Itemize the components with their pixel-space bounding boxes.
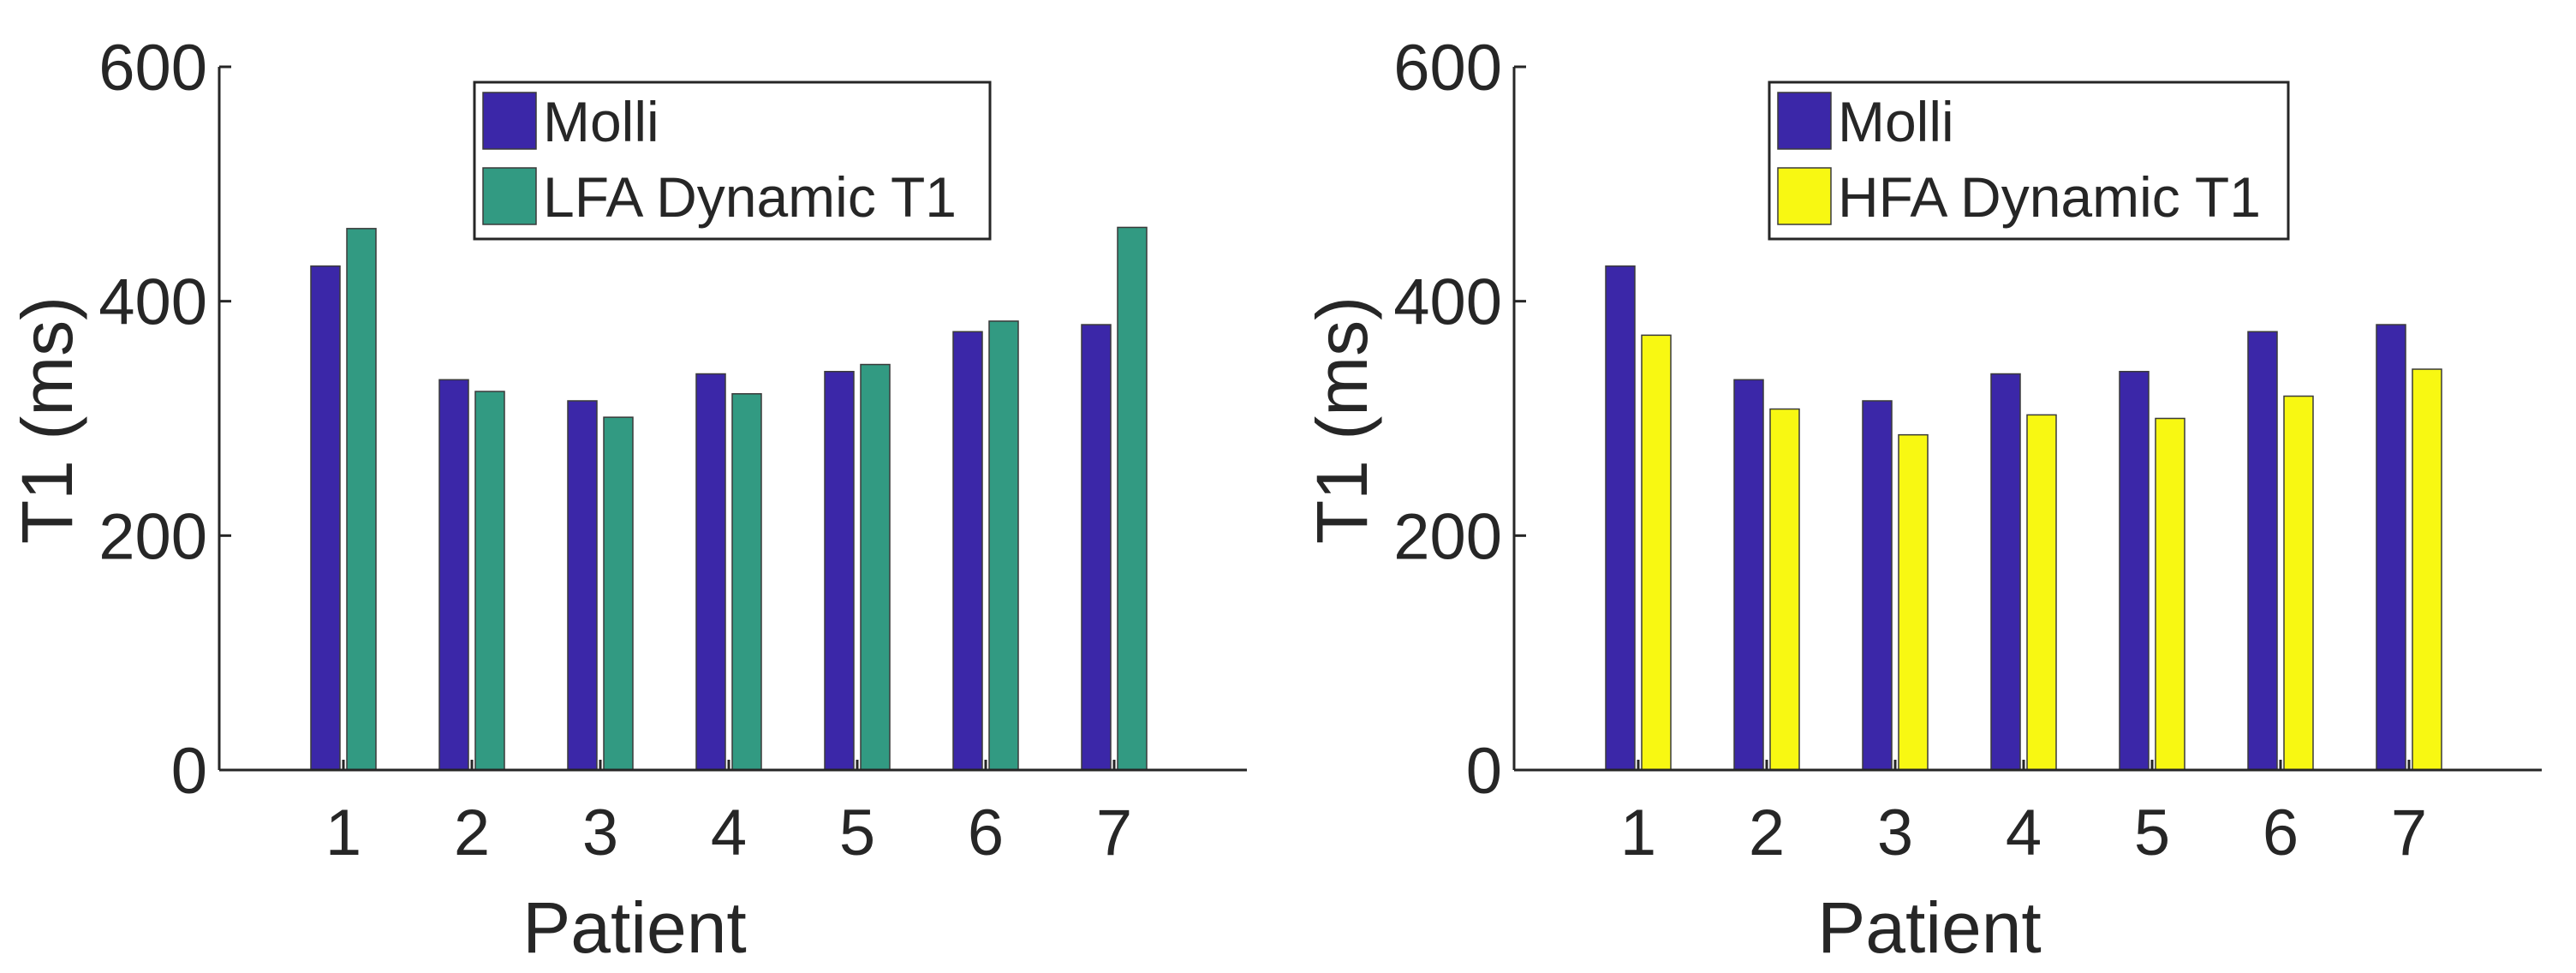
bar-lfa-dynamic-t1-patient-6 (988, 320, 1019, 771)
x-tick-label: 3 (582, 797, 618, 869)
x-tick-label: 6 (2263, 797, 2299, 869)
bar-molli-patient-5 (824, 371, 855, 771)
x-tick-label: 3 (1877, 797, 1913, 869)
x-tick-label: 2 (1749, 797, 1785, 869)
y-tick-label: 0 (1466, 735, 1502, 808)
legend-swatch-molli (1777, 92, 1832, 150)
legend-swatch-lfa-dynamic-t1 (482, 167, 537, 225)
x-tick-label: 5 (2134, 797, 2170, 869)
bar-molli-patient-4 (1990, 373, 2021, 771)
legend-box (1768, 81, 2290, 241)
bar-hfa-dynamic-t1-patient-2 (1769, 408, 1800, 771)
x-tick-label: 7 (1096, 797, 1132, 869)
bar-lfa-dynamic-t1-patient-4 (731, 393, 762, 771)
chart-hfa-comparison: 0 200 400 600 1 2 3 4 5 6 7 Patient T1 (ms) Molli HFA … (1302, 32, 2542, 968)
y-axis-label: T1 (ms) (7, 296, 87, 544)
bar-hfa-dynamic-t1-patient-5 (2155, 417, 2185, 771)
y-tick-label: 400 (98, 266, 207, 339)
legend-label-lfa-dynamic-t1: LFA Dynamic T1 (543, 165, 957, 229)
bar-lfa-dynamic-t1-patient-3 (603, 416, 634, 771)
x-tick-label: 7 (2391, 797, 2427, 869)
bar-hfa-dynamic-t1-patient-6 (2283, 395, 2314, 771)
bar-hfa-dynamic-t1-patient-7 (2412, 368, 2442, 771)
x-tick-label: 2 (454, 797, 490, 869)
bar-molli-patient-2 (438, 379, 469, 771)
x-tick-label: 4 (2006, 797, 2042, 869)
chart-lfa-comparison: 0 200 400 600 1 2 3 4 5 6 7 Patient T1 (ms) Molli LFA … (7, 32, 1247, 968)
y-tick-label: 400 (1393, 266, 1502, 339)
bar-molli-patient-4 (695, 373, 726, 771)
x-tick-label: 4 (711, 797, 747, 869)
legend-swatch-molli (482, 92, 537, 150)
x-tick-label: 6 (968, 797, 1004, 869)
bar-molli-patient-5 (2119, 371, 2150, 771)
x-tick-label: 5 (839, 797, 875, 869)
bar-molli-patient-2 (1733, 379, 1764, 771)
bar-lfa-dynamic-t1-patient-7 (1117, 226, 1148, 771)
y-tick-label: 600 (1393, 32, 1502, 104)
bar-lfa-dynamic-t1-patient-1 (346, 228, 377, 771)
bar-molli-patient-7 (1081, 324, 1112, 771)
bar-molli-patient-1 (1605, 265, 1636, 771)
bar-hfa-dynamic-t1-patient-1 (1641, 334, 1672, 771)
y-tick-label: 200 (1393, 500, 1502, 573)
bar-hfa-dynamic-t1-patient-4 (2026, 414, 2057, 771)
bar-molli-patient-6 (2247, 331, 2278, 771)
bar-molli-patient-7 (2376, 324, 2406, 771)
legend-swatch-hfa-dynamic-t1 (1777, 167, 1832, 225)
y-tick-label: 0 (171, 735, 207, 808)
bar-molli-patient-3 (1862, 400, 1893, 771)
legend-label-molli: Molli (1838, 90, 1954, 153)
y-tick-label: 600 (98, 32, 207, 104)
legend-box (473, 81, 992, 241)
x-tick-label: 1 (1620, 797, 1656, 869)
y-axis-label: T1 (ms) (1302, 296, 1382, 544)
bar-hfa-dynamic-t1-patient-3 (1898, 433, 1929, 771)
bar-lfa-dynamic-t1-patient-2 (474, 391, 505, 771)
x-axis-label: Patient (522, 887, 747, 968)
bar-lfa-dynamic-t1-patient-5 (860, 363, 891, 771)
bar-molli-patient-1 (310, 265, 341, 771)
legend-label-hfa-dynamic-t1: HFA Dynamic T1 (1838, 165, 2261, 229)
legend-label-molli: Molli (543, 90, 659, 153)
bar-molli-patient-3 (567, 400, 598, 771)
y-tick-label: 200 (98, 500, 207, 573)
x-tick-label: 1 (325, 797, 361, 869)
x-axis-label: Patient (1817, 887, 2042, 968)
bar-molli-patient-6 (952, 331, 983, 771)
